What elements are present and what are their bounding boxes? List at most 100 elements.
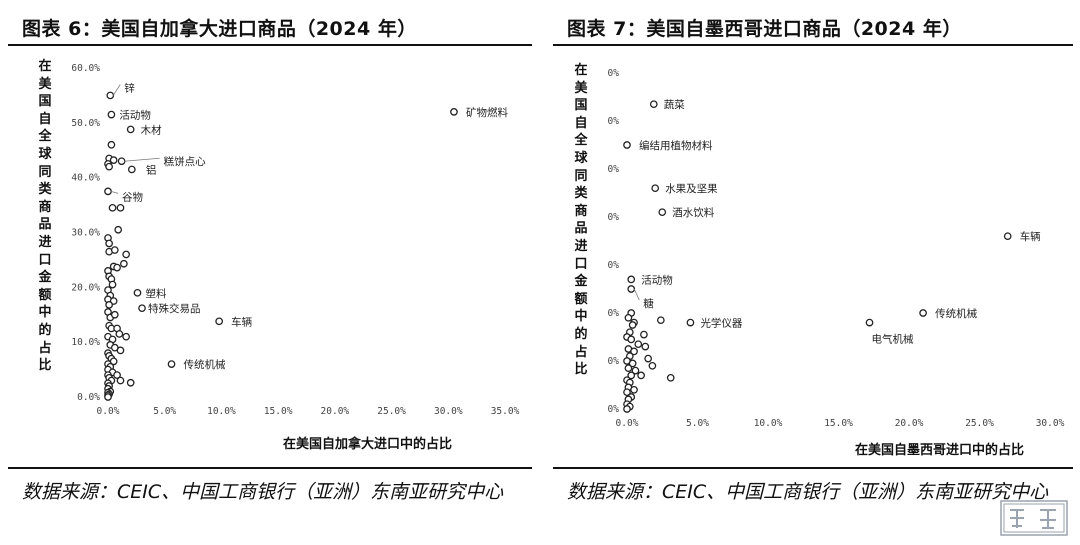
source-note: 数据来源：CEIC、中国工商银行（亚洲）东南亚研究中心 xyxy=(22,481,504,503)
point-label: 蔬菜 xyxy=(664,99,685,111)
point-label: 酒水饮料 xyxy=(672,206,714,219)
data-point xyxy=(666,373,675,382)
x-axis-title: 在美国自墨西哥进口中的占比 xyxy=(855,443,1025,458)
data-point xyxy=(627,371,636,380)
data-point xyxy=(637,371,645,380)
scatter-chart-canada: 0.0% 5.0% 10.0% 15.0% 20.0% 25.0% 30.0% 35.0% 0.… xyxy=(71,63,519,417)
data-point xyxy=(624,364,633,373)
leader-line xyxy=(633,288,640,301)
y-tick-label: 0% xyxy=(608,404,620,415)
data-point xyxy=(127,165,136,174)
data-point xyxy=(108,280,117,289)
x-tick-label: 20.0% xyxy=(895,418,924,429)
data-point xyxy=(627,335,636,344)
y-axis-title: 在美国自全球同类商品进口金额中的占比 xyxy=(38,59,52,374)
x-tick-label: 10.0% xyxy=(754,418,783,429)
point-label: 糕饼点心 xyxy=(164,155,206,168)
data-point xyxy=(108,203,117,212)
data-point xyxy=(167,360,176,368)
data-point xyxy=(623,388,631,397)
data-point xyxy=(215,317,224,326)
data-point xyxy=(630,347,638,356)
x-tick-label: 25.0% xyxy=(965,418,994,429)
y-tick-label: 0% xyxy=(608,212,620,223)
point-label: 铝 xyxy=(146,163,157,176)
title-rule xyxy=(8,44,532,46)
y-tick-label: 0% xyxy=(608,356,620,367)
data-point xyxy=(648,361,657,370)
y-tick-label: 0.0% xyxy=(77,392,100,403)
data-point xyxy=(122,250,130,259)
figure-6-panel: 图表 6：美国自加拿大进口商品（2024 年） 0.0% 5.0% 10.0% 15.… xyxy=(8,18,532,503)
data-point xyxy=(115,330,124,338)
point-label: 传统机械 xyxy=(184,358,226,371)
point-label: 传统机械 xyxy=(935,307,977,320)
x-tick-label: 30.0% xyxy=(434,406,463,417)
data-point xyxy=(109,156,118,164)
data-point xyxy=(110,246,119,254)
point-label: 锌 xyxy=(124,81,135,94)
data-point xyxy=(631,366,640,375)
y-tick-label: 0% xyxy=(608,116,620,127)
data-point xyxy=(624,313,633,322)
data-point xyxy=(110,310,119,319)
point-label: 光学仪器 xyxy=(700,317,742,330)
title-rule xyxy=(553,44,1073,46)
point-label: 塑料 xyxy=(145,287,166,300)
data-point xyxy=(113,263,121,272)
data-point xyxy=(623,405,631,413)
data-point xyxy=(628,321,637,329)
data-point xyxy=(107,110,116,119)
y-tick-label: 0% xyxy=(608,260,620,271)
data-point xyxy=(623,141,631,149)
y-tick-label: 60.0% xyxy=(71,63,100,74)
data-point xyxy=(640,330,648,339)
data-point xyxy=(133,288,142,297)
data-point xyxy=(122,332,130,341)
y-tick-label: 30.0% xyxy=(71,228,100,239)
data-point xyxy=(627,275,636,284)
point-label: 木材 xyxy=(141,123,162,136)
figure-7-panel: 图表 7：美国自墨西哥进口商品（2024 年） 0.0% 5.0% 10.0% 15.… xyxy=(545,0,1080,545)
data-point xyxy=(658,208,667,217)
y-tick-label: 0% xyxy=(608,68,620,79)
data-point xyxy=(628,359,637,368)
x-tick-label: 15.0% xyxy=(824,418,853,429)
data-point xyxy=(651,184,660,193)
figure-title: 图表 7：美国自墨西哥进口商品（2024 年） xyxy=(567,18,962,40)
point-label: 活动物 xyxy=(119,109,151,122)
data-point xyxy=(105,239,113,248)
point-label: 矿物燃料 xyxy=(466,106,508,119)
data-point xyxy=(649,100,658,109)
y-tick-label: 0% xyxy=(608,308,620,319)
data-point xyxy=(114,225,123,234)
scatter-chart-mexico: 0.0% 5.0% 10.0% 15.0% 20.0% 25.0% 30.0% 0% 0% 0% 0… xyxy=(608,68,1065,429)
watermark-logo xyxy=(1000,500,1068,536)
point-label: 电气机械 xyxy=(872,333,914,346)
point-label: 车辆 xyxy=(1020,230,1041,243)
point-label: 车辆 xyxy=(231,315,252,328)
point-label: 特殊交易品 xyxy=(148,302,201,315)
source-rule xyxy=(553,467,1073,469)
point-label: 糖 xyxy=(643,297,654,310)
x-tick-label: 0.0% xyxy=(616,418,639,429)
x-axis-title: 在美国自加拿大进口中的占比 xyxy=(283,437,453,452)
data-point xyxy=(105,301,113,309)
data-point xyxy=(627,285,636,293)
leader-line xyxy=(110,190,119,194)
point-label: 谷物 xyxy=(122,190,143,203)
data-point xyxy=(450,108,458,116)
x-tick-label: 5.0% xyxy=(153,406,176,417)
data-point xyxy=(641,342,650,351)
x-tick-label: 25.0% xyxy=(377,406,406,417)
y-axis-title: 在美国自全球同类商品进口金额中的占比 xyxy=(574,63,588,378)
data-point xyxy=(117,157,126,166)
data-point xyxy=(116,376,125,385)
data-point xyxy=(630,385,638,394)
point-label: 编结用植物材料 xyxy=(639,139,713,152)
data-point xyxy=(126,125,135,134)
x-tick-label: 30.0% xyxy=(1036,418,1065,429)
x-tick-label: 5.0% xyxy=(686,418,709,429)
data-point xyxy=(138,304,146,313)
data-point xyxy=(634,340,643,349)
